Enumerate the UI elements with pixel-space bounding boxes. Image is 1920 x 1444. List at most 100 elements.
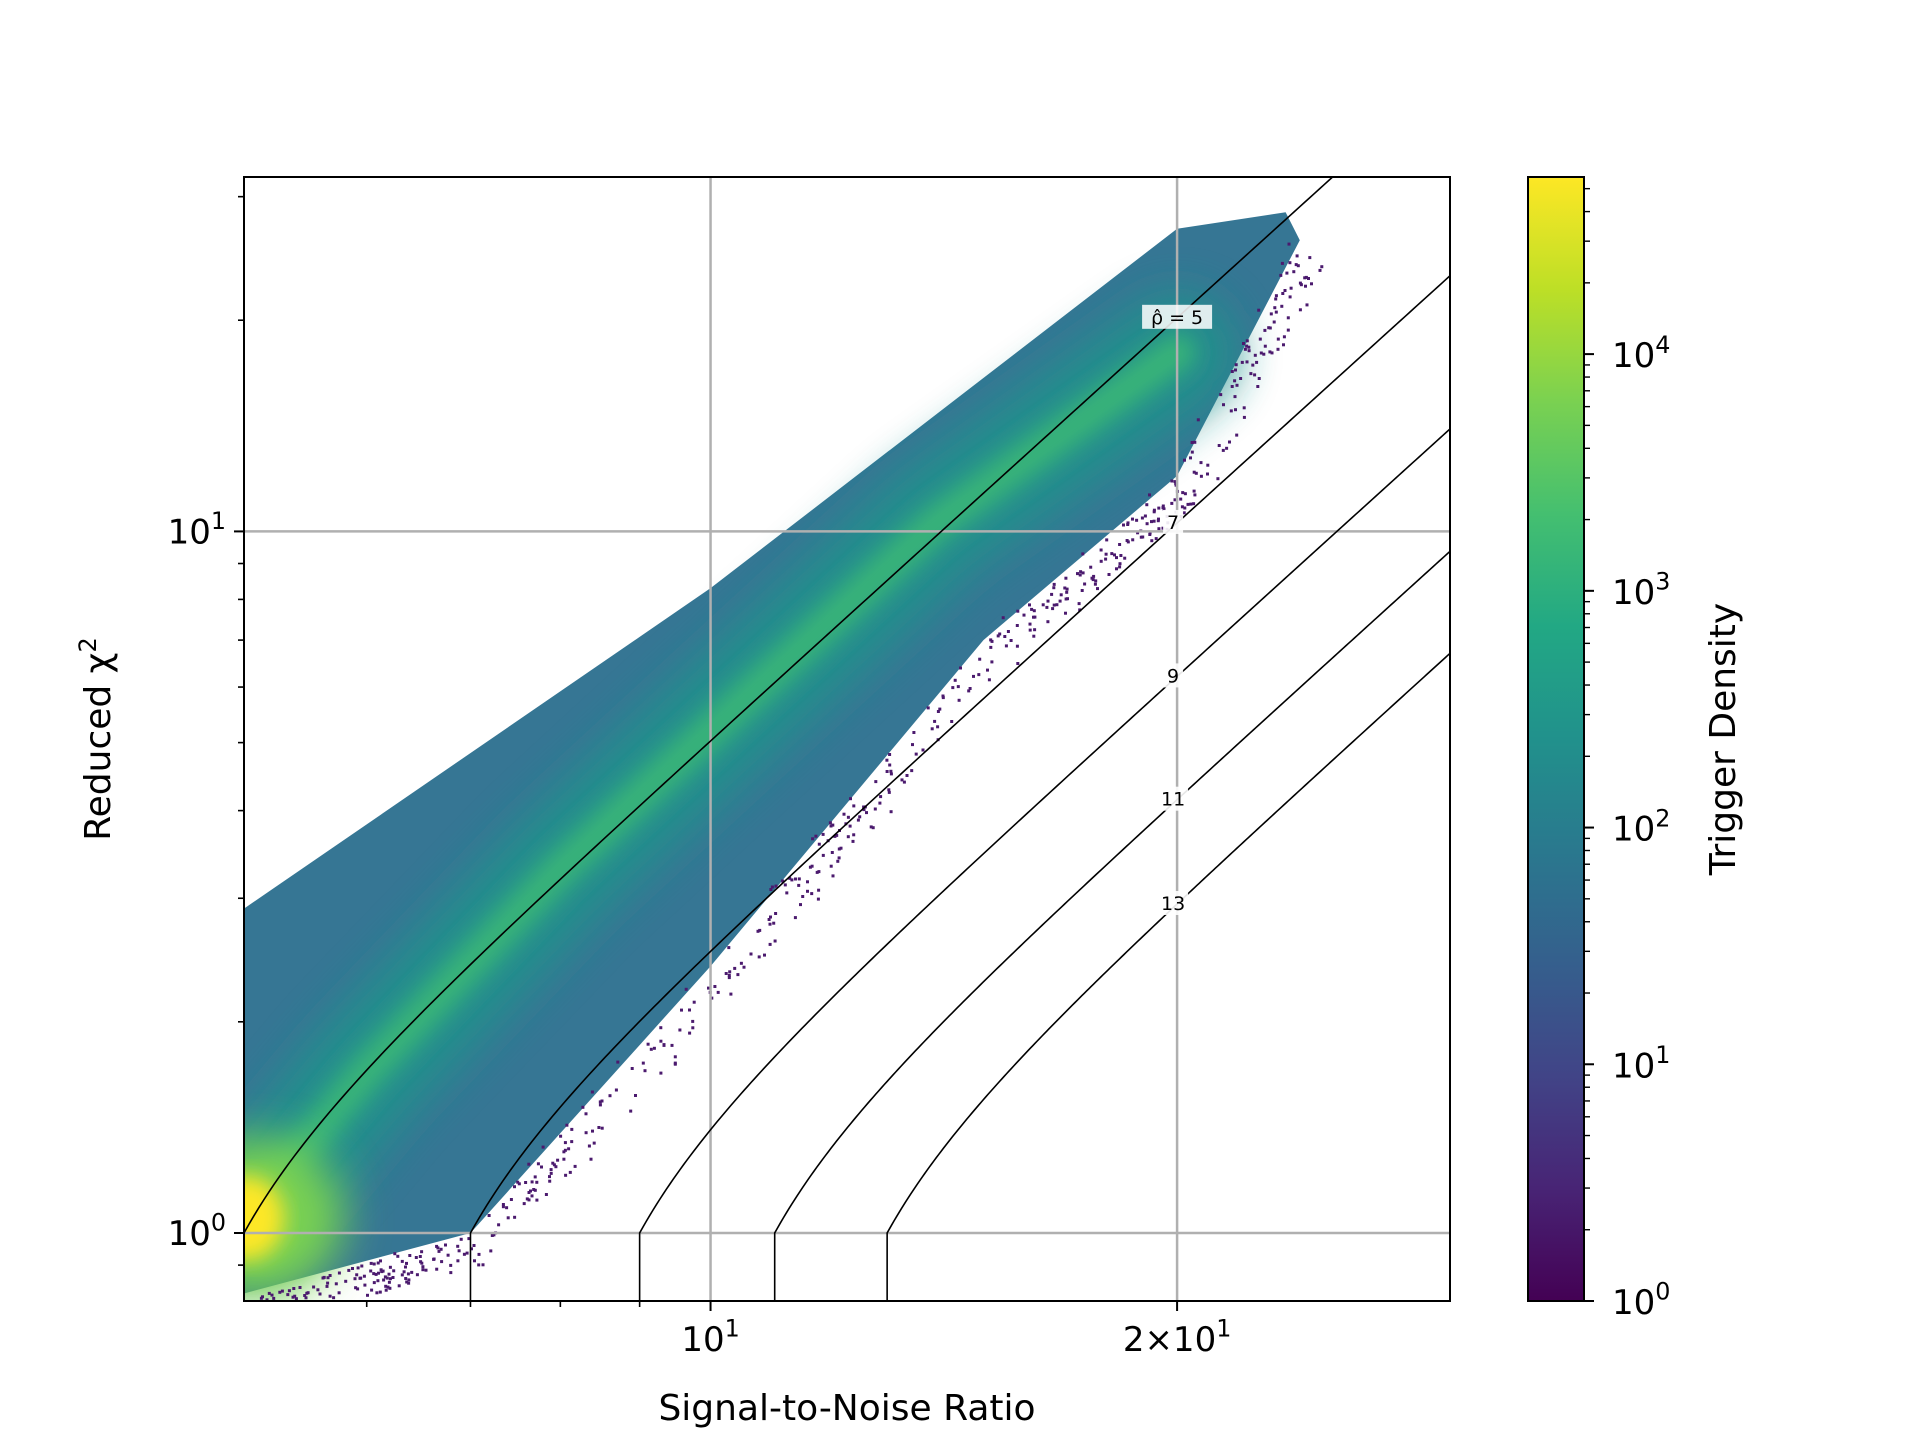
density-sparse-bin	[472, 1244, 476, 1247]
density-sparse-bin	[1028, 603, 1031, 607]
density-sparse-bin	[407, 1278, 411, 1282]
density-sparse-bin	[1143, 514, 1147, 518]
cb-tick-label: 100	[1612, 1278, 1670, 1323]
density-sparse-bin	[885, 758, 889, 762]
density-sparse-bin	[1235, 433, 1239, 437]
density-sparse-bin	[836, 859, 840, 863]
density-sparse-bin	[1230, 370, 1234, 373]
density-sparse-bin	[477, 1263, 481, 1267]
density-sparse-bin	[956, 685, 960, 689]
y-axis-label: Reduced χ2	[74, 637, 119, 841]
density-sparse-bin	[405, 1280, 409, 1284]
density-sparse-bin	[1083, 582, 1087, 586]
density-sparse-bin	[1251, 363, 1255, 367]
density-sparse-bin	[414, 1256, 418, 1259]
density-sparse-bin	[1303, 276, 1307, 280]
density-sparse-bin	[1015, 624, 1019, 627]
density-sparse-bin	[1249, 372, 1253, 376]
density-sparse-bin	[363, 1283, 367, 1287]
density-sparse-bin	[1161, 526, 1165, 530]
density-sparse-bin	[449, 1271, 453, 1275]
density-sparse-bin	[387, 1280, 391, 1284]
density-sparse-bin	[816, 897, 820, 901]
plot-area: ρ̂ = 5 7 9 11 13 101 2×101 100 101 Signal-to-N…	[74, 176, 1451, 1429]
density-sparse-bin	[1079, 570, 1083, 574]
density-sparse-bin	[1274, 297, 1278, 301]
density-sparse-bin	[280, 1289, 284, 1293]
density-sparse-bin	[710, 996, 714, 1000]
density-sparse-bin	[1131, 538, 1135, 542]
density-sparse-bin	[1305, 303, 1309, 307]
density-sparse-bin	[936, 710, 940, 713]
density-sparse-bin	[1065, 590, 1069, 594]
density-sparse-bin	[1135, 518, 1139, 522]
density-sparse-bin	[384, 1284, 388, 1288]
density-sparse-bin	[567, 1147, 571, 1151]
density-sparse-bin	[921, 748, 925, 752]
density-sparse-bin	[473, 1259, 476, 1263]
density-sparse-bin	[643, 1069, 647, 1073]
density-sparse-bin	[383, 1275, 387, 1279]
density-sparse-bin	[837, 847, 841, 851]
density-sparse-bin	[1131, 517, 1134, 521]
density-sparse-bin	[659, 1026, 663, 1030]
density-sparse-bin	[1032, 634, 1036, 638]
density-sparse-bin	[1229, 409, 1233, 413]
density-sparse-bin	[252, 1302, 255, 1305]
density-sparse-bin	[362, 1274, 366, 1278]
density-sparse-bin	[446, 1253, 450, 1257]
density-sparse-bin	[1150, 520, 1153, 524]
density-sparse-bin	[889, 769, 893, 773]
density-sparse-bin	[573, 1164, 577, 1168]
cb-tick-label: 101	[1612, 1041, 1670, 1086]
density-sparse-bin	[540, 1165, 543, 1169]
density-sparse-bin	[1174, 482, 1178, 486]
density-sparse-bin	[564, 1173, 568, 1177]
density-sparse-bin	[415, 1273, 419, 1277]
density-sparse-bin	[793, 916, 797, 920]
density-sparse-bin	[1189, 502, 1193, 506]
density-sparse-bin	[933, 719, 937, 723]
density-sparse-bin	[592, 1141, 596, 1145]
density-sparse-bin	[291, 1295, 295, 1299]
density-sparse-bin	[405, 1261, 408, 1265]
density-sparse-bin	[420, 1250, 424, 1254]
density-sparse-bin	[245, 1315, 248, 1318]
density-sparse-bin	[1279, 273, 1283, 277]
density-sparse-bin	[1006, 630, 1010, 633]
density-sparse-bin	[418, 1255, 422, 1258]
density-sparse-bin	[1258, 337, 1262, 341]
density-sparse-bin	[408, 1254, 412, 1257]
density-sparse-bin	[1009, 639, 1013, 642]
density-sparse-bin	[1110, 552, 1114, 556]
density-sparse-bin	[1280, 261, 1284, 265]
density-sparse-bin	[1272, 320, 1276, 324]
density-sparse-bin	[1156, 519, 1160, 523]
density-sparse-bin	[736, 973, 740, 977]
contour-label-11: 11	[1158, 786, 1189, 811]
density-sparse-bin	[716, 990, 720, 994]
density-sparse-bin	[1268, 350, 1272, 354]
density-sparse-bin	[781, 879, 785, 883]
density-sparse-bin	[856, 818, 860, 822]
density-sparse-bin	[292, 1287, 296, 1290]
density-sparse-bin	[774, 884, 778, 888]
density-sparse-bin	[1245, 344, 1249, 348]
density-sparse-bin	[436, 1246, 440, 1250]
density-sparse-bin	[1123, 556, 1127, 560]
density-sparse-bin	[293, 1294, 297, 1298]
density-sparse-bin	[788, 876, 792, 880]
density-sparse-bin	[600, 1126, 604, 1130]
density-sparse-bin	[544, 1193, 548, 1196]
density-sparse-bin	[1064, 611, 1067, 615]
density-sparse-bin	[1032, 615, 1035, 619]
density-sparse-bin	[1122, 523, 1125, 527]
density-sparse-bin	[941, 696, 945, 700]
density-sparse-bin	[570, 1127, 574, 1131]
density-sparse-bin	[678, 1028, 682, 1032]
contour-label-7: 7	[1163, 509, 1184, 534]
density-sparse-bin	[1152, 519, 1156, 523]
density-sparse-bin	[477, 1252, 481, 1256]
density-sparse-bin	[1118, 565, 1122, 569]
density-sparse-bin	[562, 1150, 566, 1154]
